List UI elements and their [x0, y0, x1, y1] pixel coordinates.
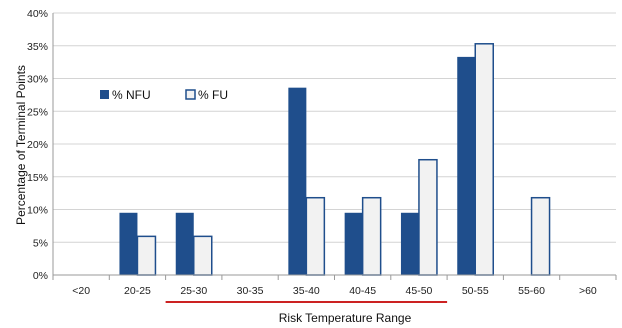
y-tick-label: 0%: [33, 270, 48, 282]
bar-fu-6: [418, 158, 438, 276]
x-tick-label: 30-35: [237, 285, 264, 297]
y-axis-title: Percentage of Terminal Points: [14, 65, 28, 225]
bar-fu-5: [361, 196, 382, 276]
bar-fu-2: [193, 235, 213, 276]
x-tick-label: 20-25: [124, 285, 151, 297]
y-tick-label: 10%: [27, 205, 48, 217]
y-tick-label: 15%: [27, 172, 48, 184]
bar-nfu-2: [175, 212, 194, 275]
x-tick-label: 55-60: [518, 285, 545, 297]
bar-fu-4: [305, 196, 326, 276]
x-tick-label: 50-55: [462, 285, 489, 297]
y-tick-label: 25%: [27, 106, 48, 118]
x-tick-label: 45-50: [406, 285, 433, 297]
y-tick-label: 5%: [33, 237, 48, 249]
x-axis-title: Risk Temperature Range: [279, 311, 412, 325]
bar-fu-7: [474, 43, 494, 276]
x-tick-label: 40-45: [349, 285, 376, 297]
y-tick-labels: 0% 5% 10% 15% 20% 25% 30% 35% 40%: [27, 8, 48, 282]
bar-nfu-6: [400, 212, 419, 275]
y-tick-label: 40%: [27, 8, 48, 20]
y-tick-label: 35%: [27, 41, 48, 53]
bar-fu-8: [530, 196, 551, 276]
bar-fu-1: [136, 235, 157, 276]
x-tick-label: 35-40: [293, 285, 320, 297]
legend-label: % NFU: [112, 88, 151, 102]
legend: % NFU % FU: [100, 88, 228, 102]
legend-label: % FU: [198, 88, 228, 102]
x-tick-label: >60: [579, 285, 597, 297]
x-tick-labels: <20 20-25 25-30 30-35 35-40 40-45 45-50 50-55 55…: [72, 285, 597, 297]
bar-nfu-5: [344, 212, 363, 275]
y-tick-label: 30%: [27, 74, 48, 86]
bar-nfu-1: [119, 212, 138, 275]
x-tick-label: <20: [72, 285, 90, 297]
axes: [52, 13, 617, 280]
gridlines: [53, 12, 616, 243]
x-tick-label: 25-30: [180, 285, 207, 297]
legend-swatch: [100, 90, 109, 99]
bar-nfu-7: [457, 56, 476, 276]
bar-nfu-4: [288, 87, 307, 275]
legend-swatch: [185, 89, 196, 100]
y-tick-label: 20%: [27, 139, 48, 151]
